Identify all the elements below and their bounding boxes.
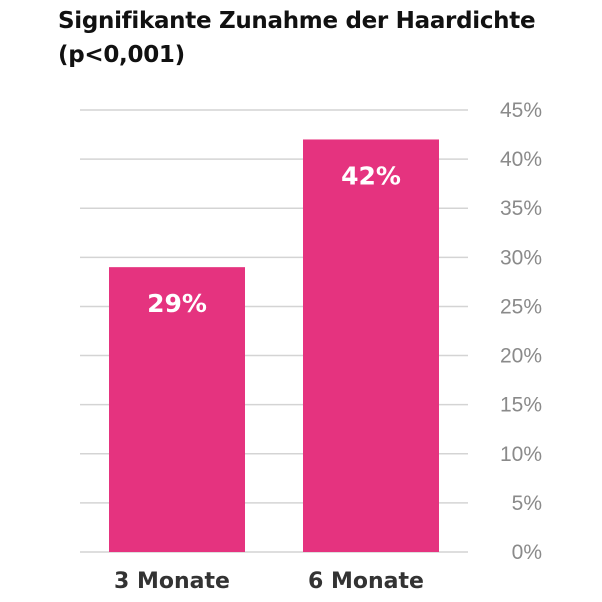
bar xyxy=(109,267,245,552)
y-tick-label: 30% xyxy=(500,246,542,269)
chart-title-line-2: (p<0,001) xyxy=(58,42,185,68)
x-category-label: 6 Monate xyxy=(308,569,424,594)
bar xyxy=(303,139,439,552)
bars xyxy=(109,139,439,552)
y-tick-label: 25% xyxy=(500,295,542,318)
y-tick-label: 5% xyxy=(512,492,542,515)
chart-title-line-1: Signifikante Zunahme der Haardichte xyxy=(58,8,536,34)
y-tick-label: 0% xyxy=(512,541,542,564)
bar-data-label: 29% xyxy=(147,289,207,318)
y-tick-label: 15% xyxy=(500,394,542,417)
x-axis-category-labels: 3 Monate 6 Monate xyxy=(114,569,424,594)
y-tick-label: 35% xyxy=(500,197,542,220)
y-tick-label: 45% xyxy=(500,99,542,122)
chart-title: Signifikante Zunahme der Haardichte (p<0… xyxy=(58,4,598,72)
y-tick-label: 40% xyxy=(500,148,542,171)
x-category-label: 3 Monate xyxy=(114,569,230,594)
y-axis-tick-labels: 0% 5% 10% 15% 20% 25% 30% 35% 40% 45% xyxy=(500,99,542,564)
y-tick-label: 10% xyxy=(500,443,542,466)
bar-data-label: 42% xyxy=(341,161,401,190)
y-tick-label: 20% xyxy=(500,345,542,368)
bar-data-labels: 29% 42% xyxy=(147,161,401,318)
